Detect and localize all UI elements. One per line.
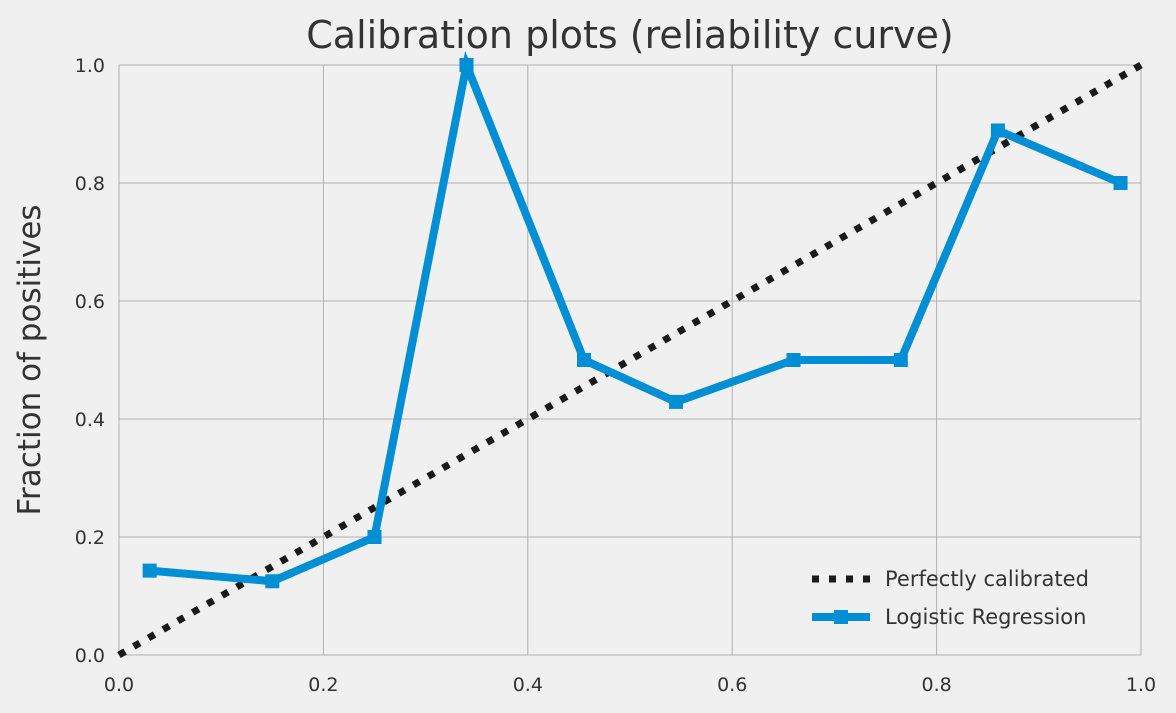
x-tick-label: 0.8 xyxy=(921,674,951,696)
grid xyxy=(118,64,1142,656)
plot-area xyxy=(119,65,1141,655)
legend-label-logistic-regression: Logistic Regression xyxy=(885,605,1086,629)
data-point xyxy=(1113,176,1128,190)
x-tick-label: 0.4 xyxy=(513,674,543,696)
legend-label-perfectly-calibrated: Perfectly calibrated xyxy=(885,567,1089,591)
y-tick-label: 0.2 xyxy=(75,527,105,549)
legend-marker xyxy=(834,610,848,624)
data-point xyxy=(265,574,280,589)
data-point xyxy=(577,353,592,367)
data-point xyxy=(990,123,1005,138)
x-tick-label: 0.2 xyxy=(308,674,338,696)
tick-labels: 0.0 0.2 0.4 0.6 0.8 1.0 0.0 0.2 0.4 0.6 0.8 1.0 xyxy=(75,55,1156,696)
x-tick-label: 0.0 xyxy=(104,674,134,696)
x-tick-label: 1.0 xyxy=(1126,674,1156,696)
y-tick-label: 0.6 xyxy=(75,291,105,313)
data-point xyxy=(459,58,474,72)
data-point xyxy=(893,353,908,367)
y-tick-label: 0.4 xyxy=(75,409,105,431)
y-tick-label: 1.0 xyxy=(75,55,105,77)
series-layer xyxy=(117,50,1143,659)
data-point xyxy=(786,353,801,367)
y-axis-label: Fraction of positives xyxy=(12,204,48,515)
data-point xyxy=(668,394,683,409)
chart-title: Calibration plots (reliability curve) xyxy=(306,13,953,57)
y-tick-label: 0.0 xyxy=(75,645,105,667)
data-point xyxy=(367,530,382,544)
y-tick-label: 0.8 xyxy=(75,173,105,195)
series-line-logistic-regression xyxy=(149,50,1123,586)
x-tick-label: 0.6 xyxy=(717,674,747,696)
data-point xyxy=(142,563,157,578)
legend: Perfectly calibrated Logistic Regression xyxy=(812,567,1089,629)
